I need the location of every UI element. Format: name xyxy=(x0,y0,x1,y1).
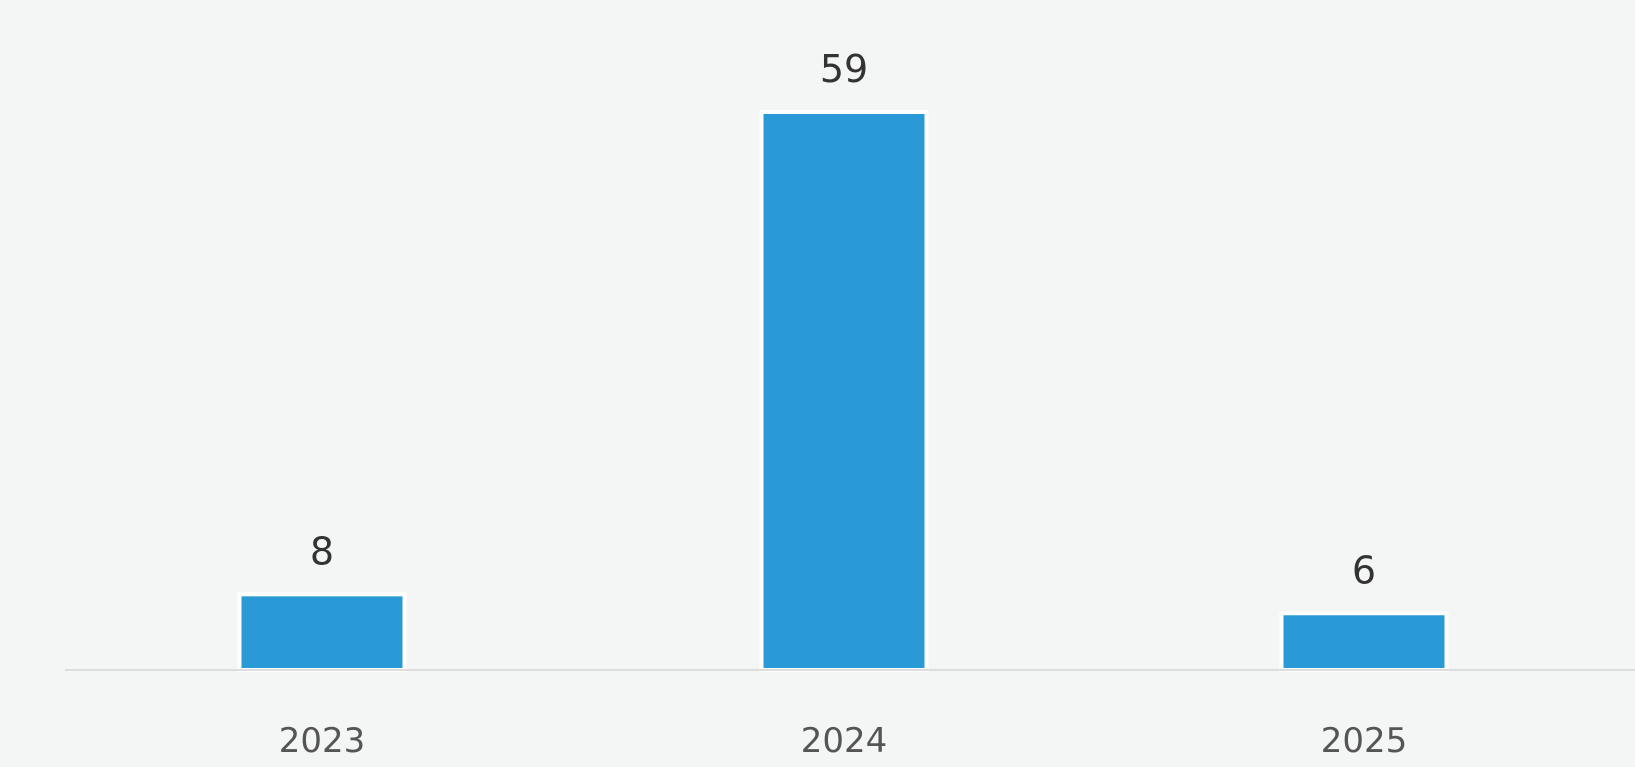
data-labels: 8 59 6 xyxy=(310,47,1376,592)
bar-2024 xyxy=(759,110,929,672)
bar-2023 xyxy=(237,592,407,673)
data-label-2025: 6 xyxy=(1352,548,1376,592)
x-tick-label-2023: 2023 xyxy=(279,721,366,761)
bar-2025 xyxy=(1279,611,1449,672)
data-label-2023: 8 xyxy=(310,529,334,573)
data-label-2024: 59 xyxy=(820,47,868,91)
x-tick-label-2025: 2025 xyxy=(1321,721,1408,761)
x-tick-labels: 2023 2024 2025 xyxy=(279,721,1408,761)
bars xyxy=(237,110,1449,673)
x-tick-label-2024: 2024 xyxy=(801,721,888,761)
